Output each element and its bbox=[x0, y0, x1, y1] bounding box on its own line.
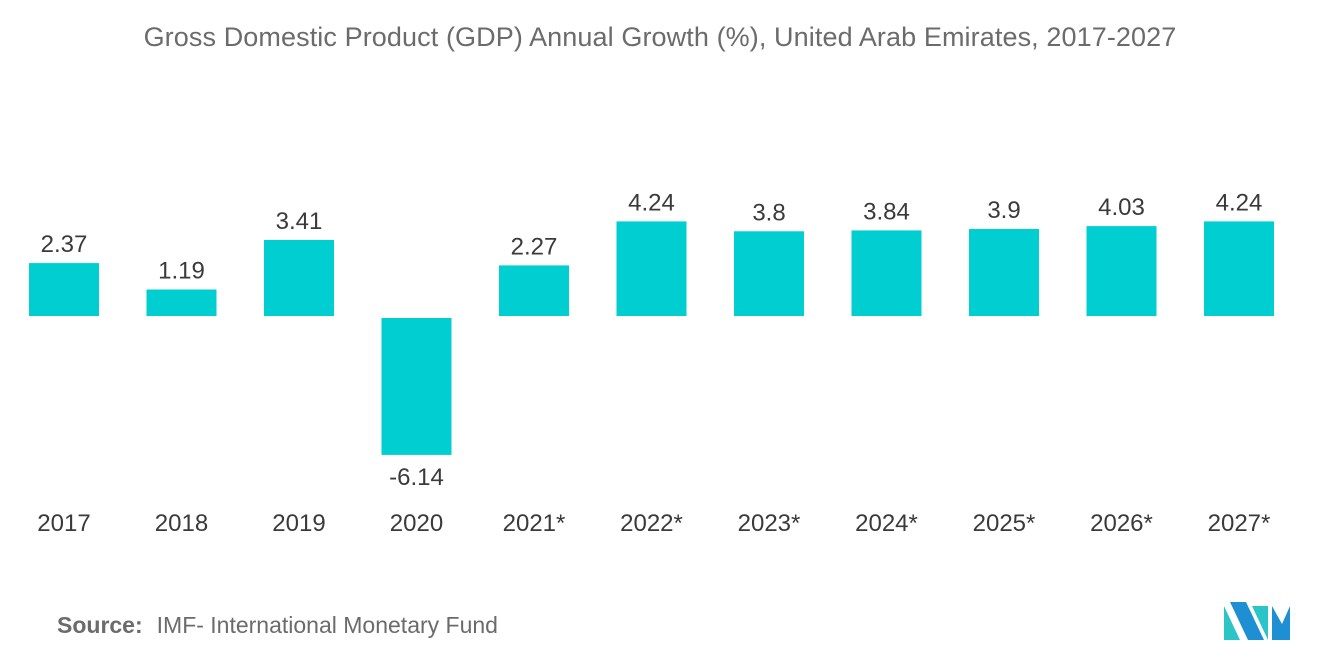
data-label: 3.8 bbox=[752, 199, 785, 226]
x-tick-label: 2022* bbox=[620, 510, 683, 537]
x-tick-label: 2027* bbox=[1208, 510, 1271, 537]
bar bbox=[734, 231, 804, 316]
x-tick-label: 2024* bbox=[855, 510, 918, 537]
data-label: 3.41 bbox=[276, 208, 323, 235]
data-label: -6.14 bbox=[389, 464, 444, 491]
source-note: Source: IMF- International Monetary Fund bbox=[57, 612, 498, 639]
bar bbox=[616, 221, 687, 316]
data-label: 1.19 bbox=[158, 258, 205, 285]
data-label: 3.84 bbox=[863, 198, 910, 225]
x-tick-label: 2021* bbox=[503, 510, 566, 537]
bar bbox=[1086, 226, 1157, 316]
x-tick-label: 2023* bbox=[738, 510, 801, 537]
mordor-intelligence-logo-icon bbox=[1224, 602, 1290, 640]
x-tick-label: 2025* bbox=[973, 510, 1036, 537]
data-label: 2.27 bbox=[511, 233, 558, 260]
data-label: 2.37 bbox=[41, 231, 88, 258]
bar bbox=[29, 263, 99, 316]
bar bbox=[499, 265, 569, 316]
data-label: 3.9 bbox=[987, 197, 1020, 224]
x-tick-label: 2017 bbox=[37, 510, 90, 537]
bar bbox=[146, 289, 217, 316]
chart-title: Gross Domestic Product (GDP) Annual Grow… bbox=[143, 22, 1177, 52]
bar bbox=[1204, 221, 1274, 316]
bar bbox=[969, 229, 1039, 316]
data-label: 4.24 bbox=[1216, 189, 1263, 216]
x-tick-label: 2019 bbox=[272, 510, 325, 537]
bar bbox=[264, 240, 334, 316]
bar-chart: 2.37 2017 1.19 2018 3.41 2019 -6.14 2020 2.27 202… bbox=[29, 189, 1274, 537]
x-tick-label: 2018 bbox=[155, 510, 208, 537]
source-label: Source: bbox=[57, 612, 143, 638]
data-label: 4.03 bbox=[1098, 194, 1145, 221]
x-tick-label: 2026* bbox=[1090, 510, 1153, 537]
source-text: IMF- International Monetary Fund bbox=[156, 612, 498, 638]
x-tick-label: 2020 bbox=[390, 510, 443, 537]
bar bbox=[381, 318, 452, 455]
bar bbox=[851, 230, 922, 316]
data-label: 4.24 bbox=[628, 189, 675, 216]
